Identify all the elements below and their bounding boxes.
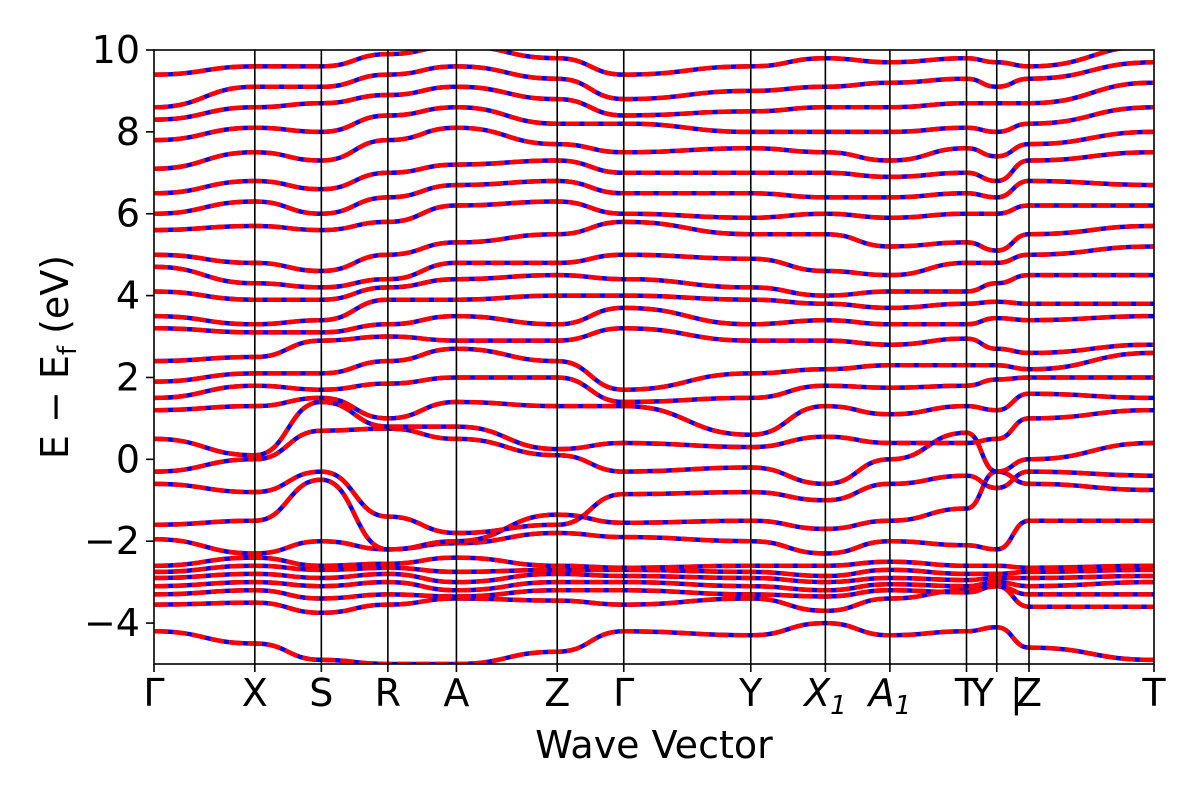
band-line-dashed: [154, 150, 1154, 196]
x-tick-label: S: [309, 671, 333, 715]
x-tick-label: A: [443, 671, 469, 715]
band-line-dashed: [154, 583, 1154, 601]
x-tick-label: R: [375, 671, 401, 715]
band-line-dashed: [154, 60, 1154, 110]
y-axis-title: E − Ef (eV): [33, 255, 83, 459]
y-tick-label: 10: [92, 28, 140, 72]
x-tick-label: X1: [802, 671, 847, 721]
band-line-dashed: [154, 563, 1154, 579]
band-line-dashed: [154, 272, 1154, 302]
x-tick-label: Γ: [143, 671, 164, 715]
band-line-dashed: [154, 375, 1154, 405]
band-line-dashed: [154, 469, 1154, 536]
band-line-dashed: [154, 244, 1154, 290]
y-tick-label: −2: [84, 519, 140, 563]
band-line-dashed: [154, 555, 1154, 571]
x-tick-label: A1: [866, 671, 912, 721]
plot-frame: [153, 49, 1155, 665]
x-tick-label: Z: [544, 671, 570, 715]
x-tick-label: T: [954, 671, 979, 715]
y-axis-title-unit: (eV): [33, 255, 77, 346]
x-axis-ticks: Γ X S R A Z Γ Y X1 A1 TY |Z T: [143, 664, 1166, 721]
x-axis-title: Wave Vector: [535, 723, 773, 767]
y-tick-label: 0: [116, 437, 140, 481]
band-line-dashed: [154, 199, 1154, 233]
kpoint-divider-lines: [254, 50, 1030, 664]
band-lines: [154, 50, 1154, 664]
y-tick-label: 4: [116, 274, 140, 318]
y-tick-label: 6: [116, 192, 140, 236]
x-tick-label: Γ: [613, 671, 634, 715]
x-tick-label: Z: [1016, 671, 1042, 715]
band-line-dashed: [154, 305, 1154, 335]
y-tick-label: 8: [116, 110, 140, 154]
x-tick-label: Y |: [970, 671, 1023, 716]
x-tick-label: X: [242, 671, 268, 715]
band-line-dashed: [154, 571, 1154, 585]
band-line-dashed: [154, 125, 1154, 171]
band-line-dashed: [154, 219, 1154, 274]
x-tick-label: Y: [738, 671, 763, 715]
band-line-dashed: [154, 426, 1154, 487]
band-line-dashed: [154, 326, 1154, 364]
band-line-dashed: [154, 105, 1154, 143]
band-line-dashed: [154, 178, 1154, 216]
x-tick-label: T: [1141, 671, 1166, 715]
y-axis-title-subscript: f: [53, 345, 83, 355]
band-line-dashed: [154, 293, 1154, 327]
y-tick-label: 2: [116, 355, 140, 399]
band-line-dashed: [154, 579, 1154, 593]
band-line-dashed: [154, 518, 1154, 556]
band-line-dashed: [154, 346, 1154, 392]
y-tick-label: −4: [84, 601, 140, 645]
band-line-dashed: [154, 391, 1154, 438]
y-axis-title-main: E − E: [33, 355, 77, 459]
y-axis-ticks: −4 −2 0 2 4 6 8 10: [84, 28, 154, 645]
band-line-dashed: [154, 50, 1126, 77]
